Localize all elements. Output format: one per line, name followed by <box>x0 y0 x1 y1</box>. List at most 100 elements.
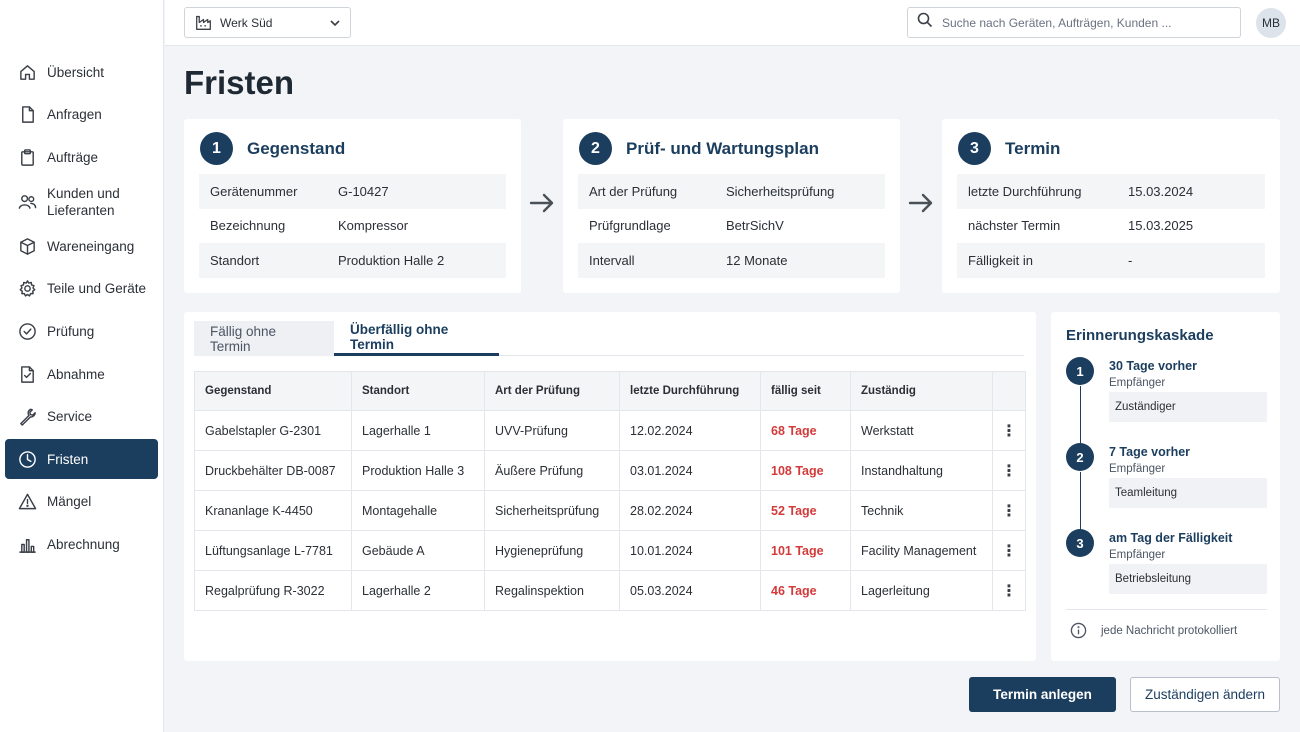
change-assignee-button[interactable]: Zuständigen ändern <box>1130 677 1280 712</box>
reminder-step-title: am Tag der Fälligkeit <box>1109 531 1233 545</box>
cell-art: Äußere Prüfung <box>484 450 620 491</box>
table-row[interactable]: Gabelstapler G-2301 Lagerhalle 1 UVV-Prü… <box>194 410 1026 451</box>
step-row: letzte Durchführung 15.03.2024 <box>957 174 1265 209</box>
tab-ueberfaellig-ohne-termin[interactable]: Überfällig ohne Termin <box>334 321 499 356</box>
cell-faellig-seit: 108 Tage <box>760 450 851 491</box>
column-header[interactable]: Zuständig <box>850 371 993 411</box>
divider <box>1066 609 1267 610</box>
doc-check-icon <box>17 364 37 384</box>
column-header[interactable]: Art der Prüfung <box>484 371 620 411</box>
tab-faellig-ohne-termin[interactable]: Fällig ohne Termin <box>194 321 334 356</box>
table-row[interactable]: Lüftungsanlage L-7781 Gebäude A Hygienep… <box>194 530 1026 571</box>
column-header[interactable]: fällig seit <box>760 371 851 411</box>
table-row[interactable]: Regalprüfung R-3022 Lagerhalle 2 Regalin… <box>194 570 1026 611</box>
reminder-recipient[interactable]: Betriebsleitung <box>1109 564 1267 594</box>
cell-standort: Gebäude A <box>351 530 485 571</box>
cell-faellig-seit: 101 Tage <box>760 530 851 571</box>
avatar[interactable]: MB <box>1256 8 1286 38</box>
cell-standort: Lagerhalle 1 <box>351 410 485 451</box>
cell-letzte: 28.02.2024 <box>619 490 761 531</box>
site-select[interactable]: Werk Süd <box>184 7 351 38</box>
sidebar-item-abnahme[interactable]: Abnahme <box>5 354 158 394</box>
cell-letzte: 05.03.2024 <box>619 570 761 611</box>
gear-icon <box>17 279 37 299</box>
check-circle-icon <box>17 322 37 342</box>
search-input[interactable] <box>942 15 1232 30</box>
sidebar-item-kunden[interactable]: Kunden und Lieferanten <box>5 180 158 224</box>
sidebar-item-label: Anfragen <box>47 107 102 123</box>
sidebar-item-anfragen[interactable]: Anfragen <box>5 95 158 135</box>
sidebar-item-maengel[interactable]: Mängel <box>5 482 158 522</box>
sidebar-item-label: Wareneingang <box>47 238 135 254</box>
sidebar-item-teile[interactable]: Teile und Geräte <box>5 269 158 309</box>
table-row[interactable]: Krananlage K-4450 Montagehalle Sicherhei… <box>194 490 1026 531</box>
sidebar-item-fristen[interactable]: Fristen <box>5 439 158 480</box>
row-menu-icon[interactable]: ⋮ <box>992 450 1026 491</box>
create-appointment-button[interactable]: Termin anlegen <box>969 677 1116 712</box>
reminder-step-label: Empfänger <box>1109 463 1166 475</box>
sidebar-item-label: Kunden und Lieferanten <box>47 185 120 218</box>
reminder-step-number: 2 <box>1066 443 1094 471</box>
row-menu-icon[interactable]: ⋮ <box>992 530 1026 571</box>
step-number: 3 <box>958 132 991 165</box>
row-menu-icon[interactable]: ⋮ <box>992 490 1026 531</box>
clipboard-icon <box>17 147 37 167</box>
reminder-step-number: 3 <box>1066 529 1094 557</box>
step-row-key: Intervall <box>589 252 635 268</box>
sidebar-item-label: Übersicht <box>47 64 105 80</box>
cell-letzte: 03.01.2024 <box>619 450 761 491</box>
sidebar-item-label: Prüfung <box>47 324 95 340</box>
step-row: Fälligkeit in - <box>957 243 1265 278</box>
cell-art: Sicherheitsprüfung <box>484 490 620 531</box>
column-header[interactable]: Gegenstand <box>194 371 352 411</box>
row-menu-icon[interactable]: ⋮ <box>992 410 1026 451</box>
sidebar-item-label: Aufträge <box>47 149 99 165</box>
deadline-table: Gegenstand Standort Art der Prüfung letz… <box>194 371 1026 611</box>
step-row-key: Standort <box>210 252 260 268</box>
step-row-key: Prüfgrundlage <box>589 218 671 234</box>
table-row[interactable]: Druckbehälter DB-0087 Produktion Halle 3… <box>194 450 1026 491</box>
cell-gegenstand: Lüftungsanlage L-7781 <box>194 530 352 571</box>
step-title: Gegenstand <box>247 138 346 158</box>
step-rows: letzte Durchführung 15.03.2024 nächster T… <box>957 174 1265 278</box>
column-header[interactable]: letzte Durchführung <box>619 371 761 411</box>
sidebar-item-service[interactable]: Service <box>5 397 158 437</box>
sidebar-item-label: Service <box>47 409 93 425</box>
reminder-footer: jede Nachricht protokolliert <box>1070 622 1237 639</box>
reminder-recipient[interactable]: Teamleitung <box>1109 478 1267 508</box>
column-header[interactable]: Standort <box>351 371 485 411</box>
step-rows: Gerätenummer G-10427 Bezeichnung Kompresso… <box>199 174 506 278</box>
table-header-row: Gegenstand Standort Art der Prüfung letz… <box>194 371 1026 411</box>
topbar: Werk Süd MB <box>165 0 1300 46</box>
cell-art: Regalinspektion <box>484 570 620 611</box>
sidebar-item-uebersicht[interactable]: Übersicht <box>5 52 158 92</box>
reminder-recipient[interactable]: Zuständiger <box>1109 392 1267 422</box>
cell-standort: Lagerhalle 2 <box>351 570 485 611</box>
step-row-key: nächster Termin <box>968 218 1061 234</box>
sidebar-item-pruefung[interactable]: Prüfung <box>5 312 158 352</box>
search-icon <box>917 12 933 33</box>
step-title: Prüf- und Wartungsplan <box>626 138 819 158</box>
sidebar-item-wareneingang[interactable]: Wareneingang <box>5 226 158 266</box>
deadline-table-panel: Fällig ohne Termin Überfällig ohne Termi… <box>184 312 1036 661</box>
clock-icon <box>17 449 37 469</box>
cell-zustaendig: Werkstatt <box>850 410 993 451</box>
step-row-value: - <box>1128 252 1133 268</box>
step-row-value: 12 Monate <box>726 252 788 268</box>
home-icon <box>17 62 37 82</box>
step-row: Intervall 12 Monate <box>578 243 885 278</box>
bar-chart-icon <box>17 535 37 555</box>
step-row-value: Kompressor <box>338 218 409 234</box>
sidebar-item-auftraege[interactable]: Aufträge <box>5 137 158 177</box>
sidebar-item-label: Abrechnung <box>47 537 120 553</box>
box-icon <box>17 236 37 256</box>
sidebar-item-abrechnung[interactable]: Abrechnung <box>5 525 158 565</box>
step-number: 2 <box>579 132 612 165</box>
cell-zustaendig: Instandhaltung <box>850 450 993 491</box>
search-box[interactable] <box>907 7 1241 38</box>
cell-gegenstand: Druckbehälter DB-0087 <box>194 450 352 491</box>
sidebar: Übersicht Anfragen Aufträge Kunden und L… <box>0 0 164 732</box>
timeline-connector <box>1079 386 1081 444</box>
row-menu-icon[interactable]: ⋮ <box>992 570 1026 611</box>
step-row-key: Art der Prüfung <box>589 183 678 199</box>
